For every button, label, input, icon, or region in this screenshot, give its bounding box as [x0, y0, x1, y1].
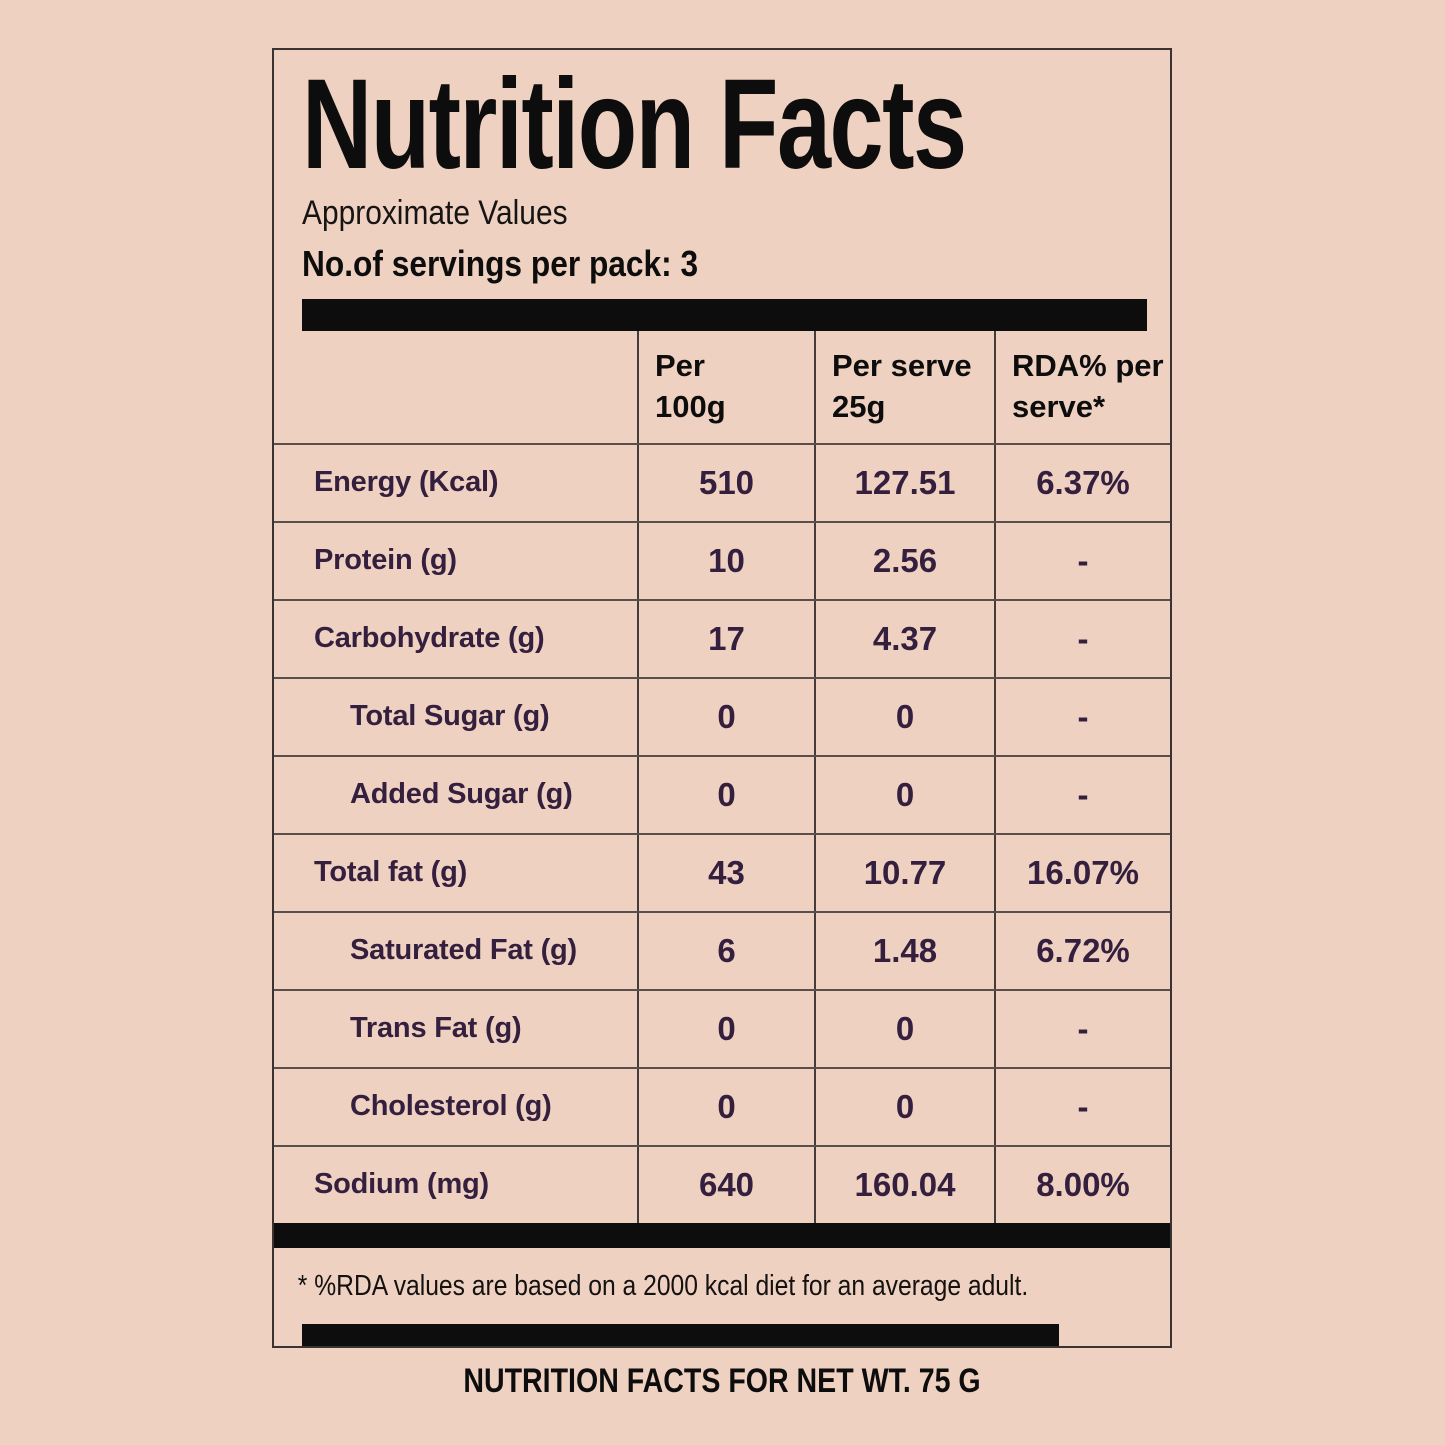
table-row-saturated-fat: Saturated Fat (g) 6 1.48 6.72%	[274, 910, 1170, 989]
value-rda: -	[994, 600, 1170, 677]
value-rda: -	[994, 1068, 1170, 1145]
table-row-protein: Protein (g) 10 2.56 -	[274, 520, 1170, 599]
column-header-per-100g: Per 100g	[637, 330, 814, 443]
value-per-serve: 2.56	[814, 522, 994, 599]
value-per-serve: 127.51	[814, 444, 994, 521]
value-per-serve: 0	[814, 756, 994, 833]
table-row-carbohydrate: Carbohydrate (g) 17 4.37 -	[274, 598, 1170, 677]
value-per-serve: 0	[814, 990, 994, 1067]
value-rda: -	[994, 756, 1170, 833]
row-label: Added Sugar (g)	[350, 778, 573, 811]
table-row-sodium: Sodium (mg) 640 160.04 8.00%	[274, 1144, 1170, 1223]
table-row-trans-fat: Trans Fat (g) 0 0 -	[274, 988, 1170, 1067]
table-row-total-fat: Total fat (g) 43 10.77 16.07%	[274, 832, 1170, 911]
value-rda: 8.00%	[994, 1146, 1170, 1223]
table-row-added-sugar: Added Sugar (g) 0 0 -	[274, 754, 1170, 833]
separator-bar-top	[302, 298, 1147, 331]
value-per-100g: 43	[637, 834, 814, 911]
subtitle-approximate-values: Approximate Values	[302, 193, 568, 232]
value-per-100g: 0	[637, 1068, 814, 1145]
column-header-blank	[274, 331, 637, 443]
row-label: Cholesterol (g)	[350, 1090, 552, 1123]
row-label: Total fat (g)	[314, 856, 468, 889]
net-weight-caption: NUTRITION FACTS FOR NET WT. 75 G	[463, 1362, 981, 1400]
value-rda: -	[994, 678, 1170, 755]
value-per-serve: 160.04	[814, 1146, 994, 1223]
value-rda: 16.07%	[994, 834, 1170, 911]
value-rda: 6.37%	[994, 444, 1170, 521]
value-per-100g: 640	[637, 1146, 814, 1223]
value-per-serve: 1.48	[814, 912, 994, 989]
table-row-cholesterol: Cholesterol (g) 0 0 -	[274, 1066, 1170, 1145]
value-per-100g: 17	[637, 600, 814, 677]
value-per-100g: 10	[637, 522, 814, 599]
value-per-serve: 0	[814, 1068, 994, 1145]
value-per-100g: 0	[637, 756, 814, 833]
row-label: Protein (g)	[314, 544, 457, 577]
table-header-row: Per 100g Per serve 25g RDA% per serve*	[274, 330, 1170, 443]
value-per-100g: 0	[637, 990, 814, 1067]
page-title: Nutrition Facts	[302, 53, 967, 196]
value-rda: -	[994, 990, 1170, 1067]
value-per-100g: 6	[637, 912, 814, 989]
value-rda: -	[994, 522, 1170, 599]
value-per-serve: 0	[814, 678, 994, 755]
row-label: Trans Fat (g)	[350, 1012, 522, 1045]
separator-bar-end	[302, 1323, 1059, 1346]
row-label: Sodium (mg)	[314, 1168, 490, 1201]
column-header-rda: RDA% per serve*	[994, 330, 1170, 443]
row-label: Energy (Kcal)	[314, 466, 499, 499]
nutrition-facts-label: Nutrition Facts Approximate Values No.of…	[272, 48, 1172, 1348]
rda-footnote: * %RDA values are based on a 2000 kcal d…	[297, 1269, 1029, 1302]
row-label: Total Sugar (g)	[350, 700, 550, 733]
value-per-100g: 0	[637, 678, 814, 755]
value-per-100g: 510	[637, 444, 814, 521]
table-row-energy: Energy (Kcal) 510 127.51 6.37%	[274, 442, 1170, 521]
label-header: Nutrition Facts Approximate Values No.of…	[274, 50, 1170, 286]
row-label: Saturated Fat (g)	[350, 934, 577, 967]
nutrition-table: Per 100g Per serve 25g RDA% per serve* E…	[274, 330, 1170, 1223]
table-row-total-sugar: Total Sugar (g) 0 0 -	[274, 676, 1170, 755]
separator-bar-bottom	[274, 1222, 1170, 1248]
column-header-per-serve: Per serve 25g	[814, 330, 994, 443]
value-per-serve: 10.77	[814, 834, 994, 911]
row-label: Carbohydrate (g)	[314, 622, 545, 655]
servings-per-pack-line: No.of servings per pack: 3	[302, 243, 699, 285]
value-rda: 6.72%	[994, 912, 1170, 989]
value-per-serve: 4.37	[814, 600, 994, 677]
